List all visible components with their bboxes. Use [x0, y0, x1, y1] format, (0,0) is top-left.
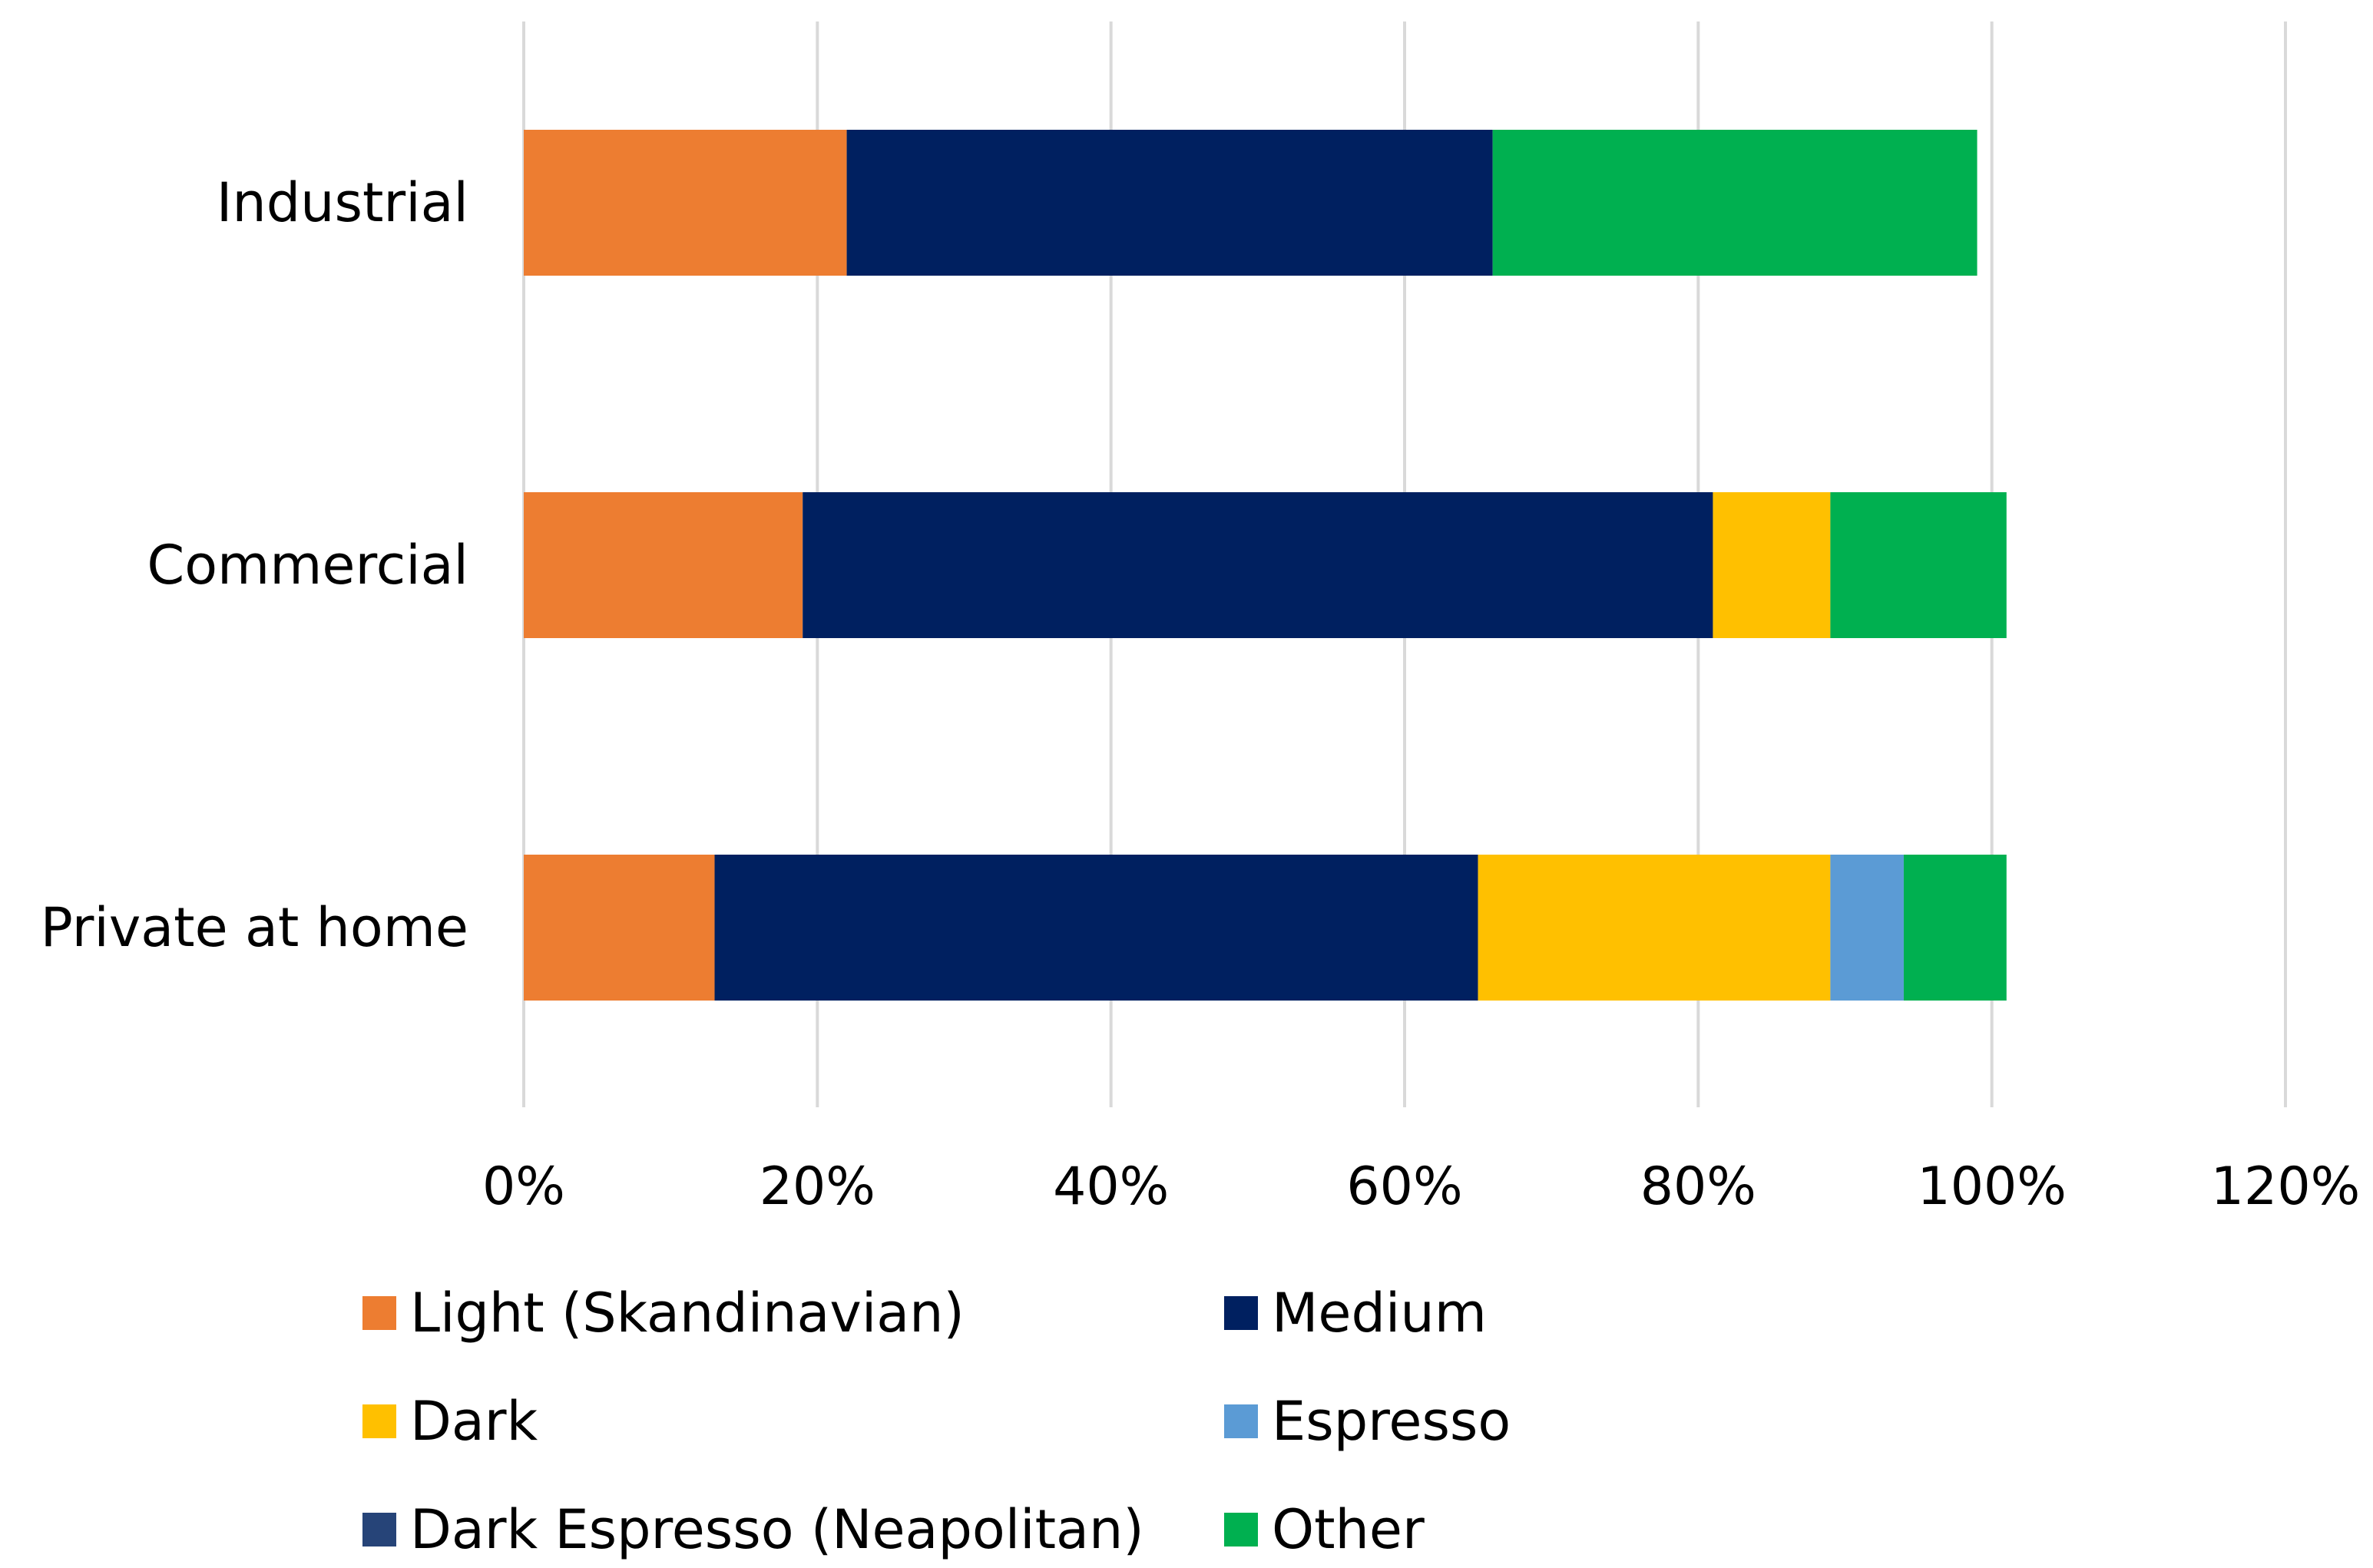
bar-commercial-light-skandinavian	[524, 492, 803, 638]
bar-industrial-medium	[846, 130, 1493, 276]
category-label-private-at-home: Private at home	[41, 896, 468, 959]
category-label-industrial: Industrial	[217, 171, 468, 234]
bar-private-at-home-other	[1903, 855, 2007, 1001]
bar-industrial-light-skandinavian	[524, 130, 847, 276]
legend-swatch-medium	[1224, 1296, 1258, 1330]
x-tick-label: 100%	[1917, 1156, 2066, 1217]
legend-label-medium: Medium	[1272, 1282, 1487, 1345]
legend-label-espresso: Espresso	[1272, 1390, 1511, 1453]
legend-swatch-other	[1224, 1513, 1258, 1546]
legend-swatch-dark	[362, 1404, 396, 1438]
x-tick-label: 80%	[1640, 1156, 1756, 1217]
x-tick-label: 20%	[760, 1156, 875, 1217]
legend-label-other: Other	[1272, 1498, 1425, 1561]
x-tick-label: 40%	[1053, 1156, 1169, 1217]
x-tick-label: 0%	[482, 1156, 565, 1217]
bar-industrial-other	[1492, 130, 1978, 276]
legend-label-dark-espresso-neapolitan: Dark Espresso (Neapolitan)	[410, 1498, 1144, 1561]
bar-segments	[524, 130, 2007, 1001]
legend-swatch-dark-espresso-neapolitan	[362, 1513, 396, 1546]
legend-label-dark: Dark	[410, 1390, 538, 1453]
legend-swatch-espresso	[1224, 1404, 1258, 1438]
legend-swatch-light-skandinavian	[362, 1296, 396, 1330]
bar-commercial-medium	[803, 492, 1713, 638]
bar-private-at-home-espresso	[1830, 855, 1904, 1001]
bar-private-at-home-medium	[714, 855, 1478, 1001]
category-label-commercial: Commercial	[147, 534, 468, 597]
legend-label-light-skandinavian: Light (Skandinavian)	[410, 1282, 965, 1345]
category-axis-labels: Industrial Commercial Private at home	[41, 171, 468, 959]
legend: Light (Skandinavian) Medium Dark Espresso Da…	[362, 1282, 1511, 1561]
bar-commercial-other	[1830, 492, 2007, 638]
bar-commercial-dark	[1713, 492, 1831, 638]
bar-private-at-home-light-skandinavian	[524, 855, 715, 1001]
bar-private-at-home-dark	[1478, 855, 1831, 1001]
value-axis-tick-labels: 0% 20% 40% 60% 80% 100% 120%	[482, 1156, 2360, 1217]
x-tick-label: 60%	[1346, 1156, 1462, 1217]
x-tick-label: 120%	[2211, 1156, 2360, 1217]
